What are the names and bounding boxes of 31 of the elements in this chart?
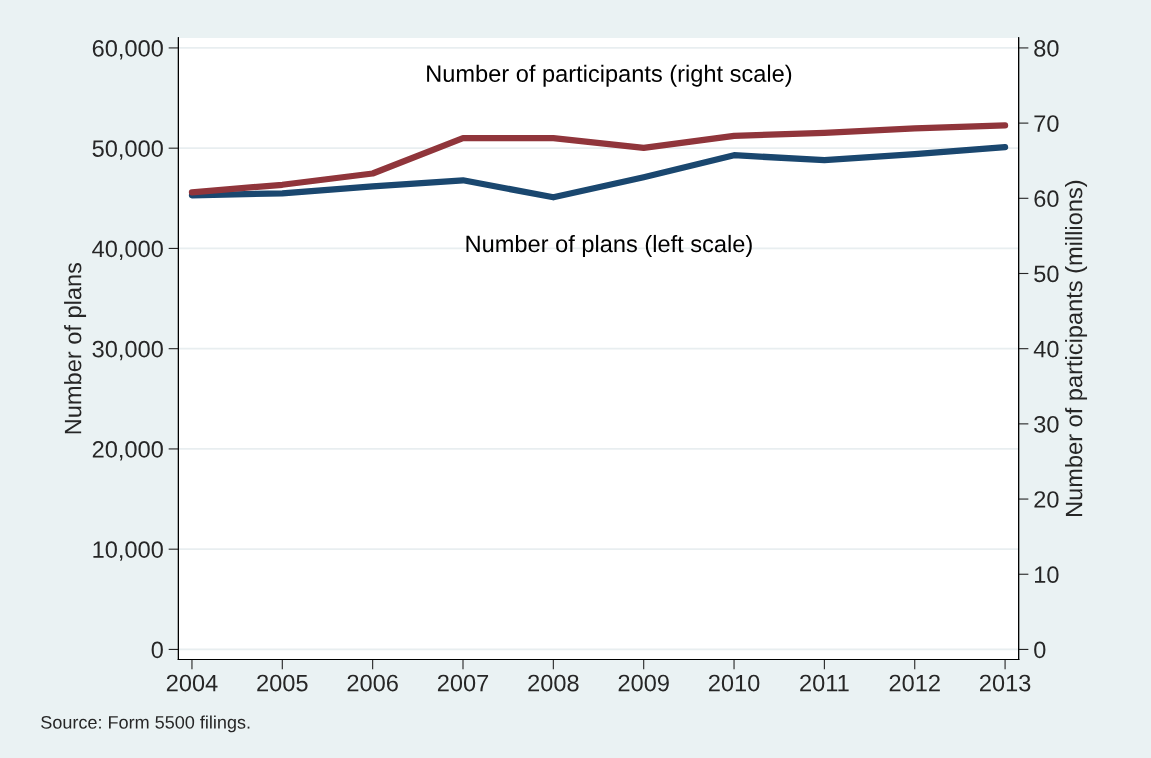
x-tick-label: 2011: [800, 674, 849, 692]
y-tick-label: 0: [151, 641, 163, 659]
y2-tick-label: 60: [1034, 190, 1059, 208]
source-note: Source: Form 5500 filings.: [41, 715, 250, 733]
text: Number of plans (left scale): [466, 234, 752, 257]
y-axis-title: Number of plans: [64, 262, 87, 434]
x-tick-label: 2008: [528, 674, 579, 692]
x-tick-label: 2007: [437, 674, 489, 692]
y2-tick-label: 30: [1034, 415, 1059, 433]
x-tick-label: 2009: [618, 674, 669, 692]
y-tick-label: 50,000: [92, 140, 163, 160]
x-tick-label: 2004: [166, 674, 218, 692]
y-tick-label: 30,000: [92, 340, 163, 361]
y2-tick-label: 80: [1034, 39, 1059, 57]
y2-tick-label: 20: [1034, 491, 1059, 508]
y2-tick-label: 10: [1035, 566, 1059, 584]
y2-tick-label: 40: [1033, 340, 1059, 358]
x-tick-label: 2010: [708, 674, 760, 692]
y-tick-label: 10,000: [93, 541, 163, 561]
x-tick-label: 2006: [347, 674, 398, 692]
y2-axis-title: Number of participants (millions): [1065, 180, 1088, 516]
y2-tick-label: 70: [1034, 115, 1059, 132]
y2-tick-label: 50: [1034, 265, 1059, 283]
text: Number of participants (right scale): [427, 64, 792, 87]
x-tick-label: 2013: [980, 674, 1031, 692]
y-tick-label: 40,000: [92, 240, 163, 261]
y-tick-label: 60,000: [92, 39, 163, 60]
y2-tick-label: 0: [1034, 641, 1046, 659]
y-tick-label: 20,000: [92, 441, 163, 461]
x-tick-label: 2012: [889, 674, 940, 692]
x-tick-label: 2005: [257, 674, 308, 692]
